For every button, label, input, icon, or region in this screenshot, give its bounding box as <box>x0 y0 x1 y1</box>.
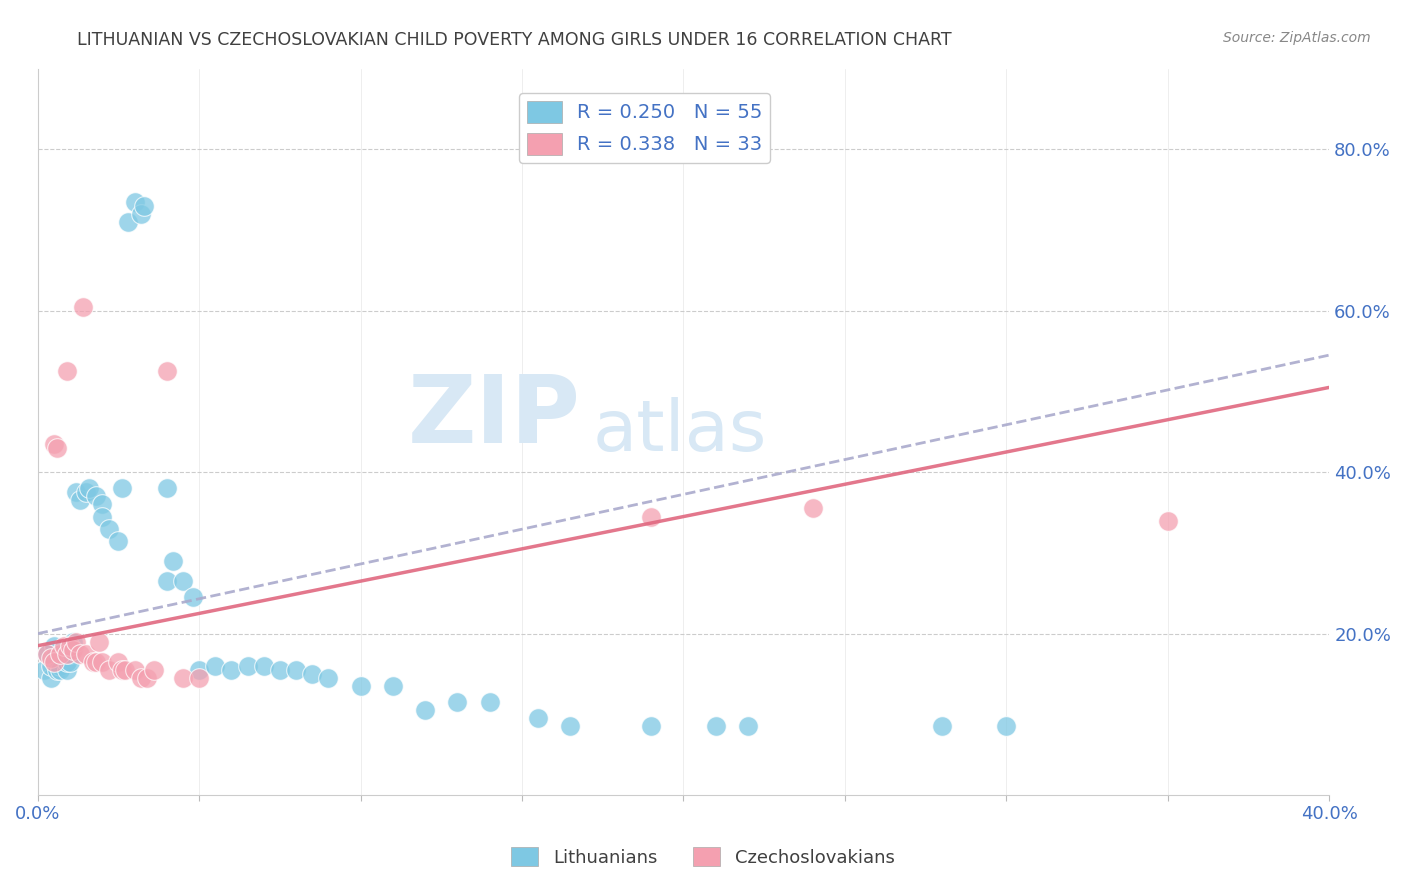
Point <box>39 650 62 665</box>
Point <box>37 647 59 661</box>
Point <box>129 671 152 685</box>
Point <box>172 671 194 685</box>
Point <box>39 659 62 673</box>
Text: LITHUANIAN VS CZECHOSLOVAKIAN CHILD POVERTY AMONG GIRLS UNDER 16 CORRELATION CHA: LITHUANIAN VS CZECHOSLOVAKIAN CHILD POVE… <box>77 31 952 49</box>
Point <box>136 671 159 685</box>
Point <box>46 663 69 677</box>
Point <box>72 300 94 314</box>
Point <box>91 509 114 524</box>
Point <box>560 719 582 733</box>
Point <box>82 655 104 669</box>
Point <box>931 719 953 733</box>
Point <box>134 199 156 213</box>
Point <box>801 501 824 516</box>
Legend: R = 0.250   N = 55, R = 0.338   N = 33: R = 0.250 N = 55, R = 0.338 N = 33 <box>519 93 770 163</box>
Point <box>301 667 323 681</box>
Point <box>55 364 77 378</box>
Point <box>381 679 404 693</box>
Point <box>995 719 1018 733</box>
Point <box>704 719 727 733</box>
Point <box>1157 514 1180 528</box>
Point <box>84 655 107 669</box>
Point <box>156 574 179 588</box>
Point <box>55 663 77 677</box>
Point <box>446 695 468 709</box>
Point <box>640 509 662 524</box>
Text: ZIP: ZIP <box>408 371 581 463</box>
Point <box>91 498 114 512</box>
Point <box>269 663 291 677</box>
Point <box>55 647 77 661</box>
Point <box>124 194 146 209</box>
Point <box>172 574 194 588</box>
Point <box>478 695 501 709</box>
Point <box>49 659 72 673</box>
Point <box>84 489 107 503</box>
Point <box>52 647 75 661</box>
Point <box>97 663 120 677</box>
Point <box>49 663 72 677</box>
Point <box>69 493 91 508</box>
Point <box>142 663 165 677</box>
Point <box>91 655 114 669</box>
Point <box>49 647 72 661</box>
Point <box>737 719 759 733</box>
Point <box>107 655 129 669</box>
Point <box>156 364 179 378</box>
Point <box>42 655 65 669</box>
Point <box>129 207 152 221</box>
Point <box>42 437 65 451</box>
Point <box>97 522 120 536</box>
Point <box>349 679 371 693</box>
Point <box>65 485 87 500</box>
Point <box>55 655 77 669</box>
Point <box>107 533 129 548</box>
Point <box>42 639 65 653</box>
Point <box>204 659 226 673</box>
Point <box>188 671 211 685</box>
Point <box>62 634 84 648</box>
Point <box>413 703 436 717</box>
Point <box>46 441 69 455</box>
Point <box>32 663 55 677</box>
Point <box>87 634 110 648</box>
Text: Source: ZipAtlas.com: Source: ZipAtlas.com <box>1223 31 1371 45</box>
Point <box>253 659 276 673</box>
Point <box>285 663 308 677</box>
Point <box>59 639 82 653</box>
Point <box>236 659 259 673</box>
Point <box>39 671 62 685</box>
Point <box>111 663 134 677</box>
Legend: Lithuanians, Czechoslovakians: Lithuanians, Czechoslovakians <box>505 840 901 874</box>
Point <box>156 481 179 495</box>
Point <box>65 634 87 648</box>
Point <box>59 647 82 661</box>
Point <box>124 663 146 677</box>
Point <box>42 650 65 665</box>
Point <box>59 655 82 669</box>
Point <box>37 647 59 661</box>
Point <box>316 671 339 685</box>
Point <box>221 663 243 677</box>
Point <box>52 639 75 653</box>
Point <box>117 215 139 229</box>
Point <box>188 663 211 677</box>
Point <box>62 642 84 657</box>
Point <box>75 647 97 661</box>
Point <box>640 719 662 733</box>
Point <box>114 663 136 677</box>
Point <box>79 481 101 495</box>
Point <box>527 711 550 725</box>
Point <box>69 647 91 661</box>
Text: atlas: atlas <box>593 397 768 467</box>
Point <box>111 481 134 495</box>
Point <box>181 591 204 605</box>
Point <box>162 554 184 568</box>
Point <box>75 485 97 500</box>
